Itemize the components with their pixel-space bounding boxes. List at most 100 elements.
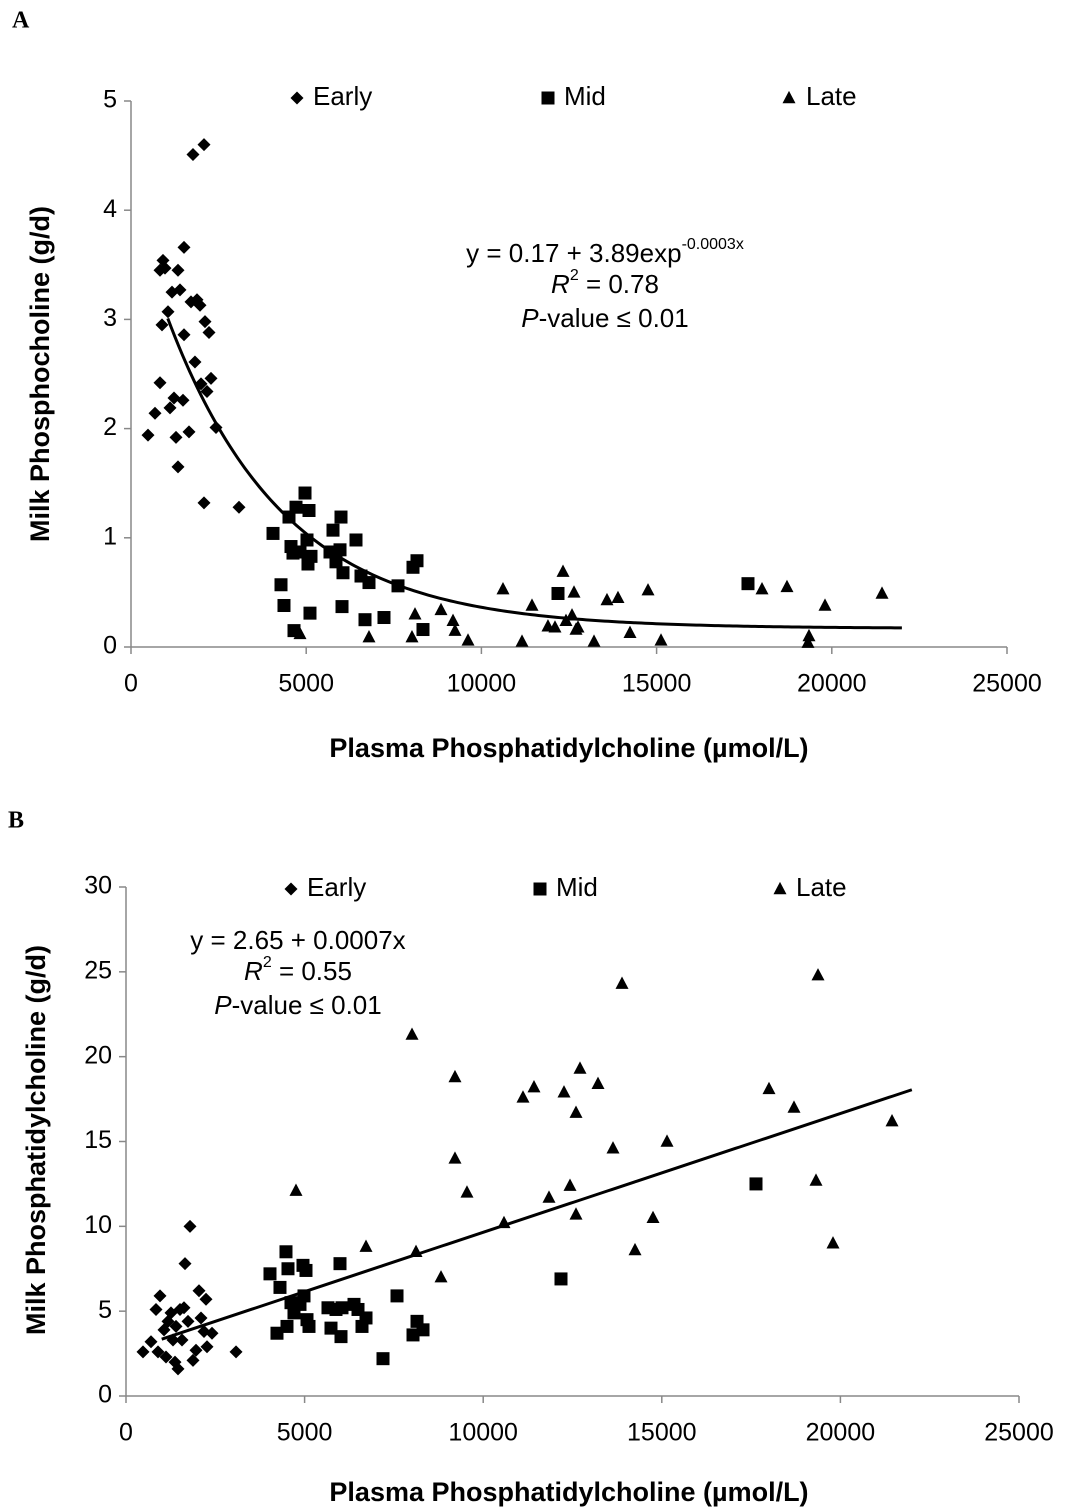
data-point: [359, 1311, 373, 1325]
data-point: [169, 1319, 183, 1333]
data-point: [362, 630, 376, 643]
annotation-part: = 0.55: [272, 956, 352, 986]
data-point: [333, 1257, 347, 1271]
data-point: [557, 1085, 571, 1098]
data-point: [611, 590, 625, 604]
data-point: [551, 586, 565, 600]
annotation-part: R: [551, 269, 570, 299]
legend-label: Early: [313, 81, 372, 111]
data-point: [410, 554, 424, 568]
data-point: [573, 1061, 587, 1074]
legend-marker: [782, 90, 796, 104]
data-point: [660, 1134, 674, 1147]
data-point: [167, 391, 181, 405]
data-point: [155, 318, 169, 332]
legend-label: Mid: [564, 81, 606, 111]
x-tick-label: 20000: [797, 670, 867, 698]
data-point: [171, 1362, 185, 1376]
data-point: [448, 1151, 462, 1164]
data-point: [163, 401, 177, 415]
data-point: [408, 607, 422, 620]
data-point: [281, 1262, 295, 1276]
y-tick-label: 0: [103, 632, 117, 660]
data-point: [141, 428, 155, 442]
y-axis-title: Milk Phosphatidylcholine (g/d): [21, 945, 51, 1335]
data-point: [755, 581, 769, 595]
data-point: [569, 1105, 583, 1118]
data-point: [144, 1335, 158, 1349]
data-point: [153, 376, 167, 390]
data-point: [149, 1302, 163, 1316]
data-point: [515, 634, 529, 647]
data-point: [567, 585, 581, 598]
data-point: [762, 1081, 776, 1095]
x-tick-label: 15000: [622, 670, 692, 698]
data-point: [448, 623, 462, 636]
data-point: [615, 976, 629, 989]
data-point: [571, 620, 585, 633]
data-point: [293, 626, 307, 640]
data-point: [885, 1113, 899, 1127]
data-point: [293, 545, 307, 559]
data-point: [527, 1080, 541, 1093]
data-point: [496, 581, 510, 595]
data-point: [654, 633, 668, 646]
data-point: [273, 1280, 287, 1294]
legend-label: Late: [796, 872, 847, 902]
data-point: [182, 425, 196, 439]
annotation: R2 = 0.78: [551, 267, 659, 299]
data-point: [780, 579, 794, 593]
data-point: [302, 1319, 316, 1333]
data-point: [171, 460, 185, 474]
data-point: [548, 620, 562, 633]
annotation-part: P: [521, 303, 539, 333]
data-point: [304, 549, 318, 563]
data-point: [280, 1319, 294, 1333]
data-point: [192, 1284, 206, 1298]
data-point: [741, 577, 755, 591]
x-tick-label: 0: [119, 1419, 133, 1447]
panel-label: B: [8, 808, 24, 834]
legend-marker: [284, 882, 298, 896]
data-point: [197, 496, 211, 510]
data-point: [600, 592, 614, 606]
legend-label: Early: [307, 872, 366, 902]
legend-label: Mid: [556, 872, 598, 902]
data-point: [377, 611, 391, 625]
annotation: y = 0.17 + 3.89exp-0.0003x: [466, 236, 744, 268]
data-point: [390, 1289, 404, 1303]
data-point: [326, 523, 340, 537]
y-tick-label: 3: [103, 304, 117, 332]
panel-label: A: [12, 8, 30, 34]
data-point: [199, 1292, 213, 1306]
data-point: [542, 1190, 556, 1203]
data-point: [198, 315, 212, 329]
annotation-part: -value ≤ 0.01: [232, 990, 382, 1020]
data-point: [204, 371, 218, 385]
data-point: [335, 600, 349, 614]
data-point: [406, 1328, 420, 1342]
y-tick-label: 30: [84, 872, 112, 900]
y-tick-label: 15: [84, 1126, 112, 1154]
data-point: [298, 486, 312, 500]
x-tick-label: 15000: [627, 1419, 697, 1447]
data-point: [875, 586, 889, 599]
fit-line: [161, 1088, 913, 1341]
data-point: [186, 148, 200, 162]
annotation-part: 2: [263, 954, 272, 971]
data-point: [460, 1185, 474, 1198]
data-point: [289, 1183, 303, 1196]
data-point: [525, 598, 539, 611]
data-point: [349, 533, 363, 547]
annotation: y = 2.65 + 0.0007x: [190, 925, 405, 955]
data-point: [193, 298, 207, 312]
annotation: P-value ≤ 0.01: [521, 303, 688, 333]
data-point: [229, 1345, 243, 1359]
legend-marker: [533, 882, 547, 896]
data-point: [177, 240, 191, 254]
x-axis-title: Plasma Phosphatidylcholine (µmol/L): [329, 1477, 808, 1507]
data-point: [270, 1326, 284, 1340]
data-point: [177, 328, 191, 342]
data-point: [153, 1289, 167, 1303]
